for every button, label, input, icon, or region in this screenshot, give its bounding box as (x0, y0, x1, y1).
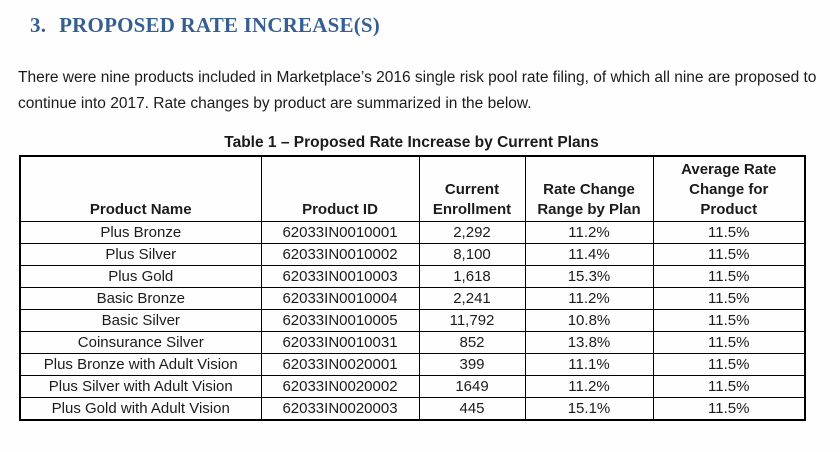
table-row: Plus Gold with Adult Vision 62033IN002000… (19, 397, 806, 421)
table-cell: 10.8% (524, 309, 654, 332)
table-cell: Plus Gold with Adult Vision (19, 397, 262, 421)
intro-paragraph: There were nine products included in Mar… (18, 69, 817, 112)
table-cell: Plus Bronze (19, 221, 262, 244)
rate-increase-table: Product Name Product ID Current Enrollment… (19, 155, 806, 421)
table-cell: 11.5% (652, 375, 806, 398)
table-cell: 62033IN0020001 (260, 353, 420, 376)
table-cell: 11.2% (524, 287, 654, 310)
table-cell: 852 (418, 331, 526, 354)
table-cell: Plus Silver with Adult Vision (19, 375, 262, 398)
column-header-3: Rate Change Range by Plan (524, 155, 654, 222)
table-row: Basic Bronze 62033IN0010004 2,241 11.2% 11.5… (19, 287, 806, 310)
table-cell: 62033IN0010031 (260, 331, 420, 354)
table-cell: Plus Silver (19, 243, 262, 266)
table-cell: 15.1% (524, 397, 654, 421)
table-cell: 13.8% (524, 331, 654, 354)
table-cell: 399 (418, 353, 526, 376)
section-number: 3. (30, 13, 47, 37)
table-row: Plus Silver 62033IN0010002 8,100 11.4% 11.5% (19, 243, 806, 266)
table-cell: 11.4% (524, 243, 654, 266)
column-header-2: Current Enrollment (418, 155, 526, 222)
table-row: Plus Bronze 62033IN0010001 2,292 11.2% 11.5% (19, 221, 806, 244)
column-header-0: Product Name (19, 155, 262, 222)
table-cell: 1649 (418, 375, 526, 398)
table-cell: 11.2% (524, 221, 654, 244)
table-cell: Coinsurance Silver (19, 331, 262, 354)
table-cell: Basic Bronze (19, 287, 262, 310)
table-cell: 62033IN0020002 (260, 375, 420, 398)
table-caption: Table 1 – Proposed Rate Increase by Curr… (224, 134, 599, 151)
column-header-4: Average Rate Change for Product (652, 155, 806, 222)
table-cell: 62033IN0010005 (260, 309, 420, 332)
section-title: PROPOSED RATE INCREASE(S) (59, 13, 380, 37)
table-cell: 62033IN0020003 (260, 397, 420, 421)
table-cell: 11.1% (524, 353, 654, 376)
table-cell: 62033IN0010002 (260, 243, 420, 266)
table-row: Plus Gold 62033IN0010003 1,618 15.3% 11.5% (19, 265, 806, 288)
table-cell: Plus Bronze with Adult Vision (19, 353, 262, 376)
table-cell: 11.5% (652, 243, 806, 266)
table-cell: 1,618 (418, 265, 526, 288)
table-cell: 11.5% (652, 221, 806, 244)
table-cell: 8,100 (418, 243, 526, 266)
table-cell: Basic Silver (19, 309, 262, 332)
table-body: Plus Bronze 62033IN0010001 2,292 11.2% 11.5%… (19, 221, 806, 421)
table-row: Plus Silver with Adult Vision 62033IN0020… (19, 375, 806, 398)
table-row: Coinsurance Silver 62033IN0010031 852 13.8%… (19, 331, 806, 354)
table-cell: 11.5% (652, 309, 806, 332)
table-cell: 62033IN0010004 (260, 287, 420, 310)
header-row: Product Name Product ID Current Enrollment… (19, 155, 806, 222)
table-cell: 15.3% (524, 265, 654, 288)
table-row: Basic Silver 62033IN0010005 11,792 10.8% 11.… (19, 309, 806, 332)
table-row: Plus Bronze with Adult Vision 62033IN0020… (19, 353, 806, 376)
table-cell: 62033IN0010003 (260, 265, 420, 288)
column-header-1: Product ID (260, 155, 420, 222)
table-cell: 62033IN0010001 (260, 221, 420, 244)
table-cell: 11.2% (524, 375, 654, 398)
rate-table-section: Table 1 – Proposed Rate Increase by Curr… (19, 134, 806, 421)
table-cell: 2,292 (418, 221, 526, 244)
table-cell: 11.5% (652, 353, 806, 376)
table-cell: 11.5% (652, 331, 806, 354)
table-cell: 11.5% (652, 397, 806, 421)
table-cell: 2,241 (418, 287, 526, 310)
table-cell: 11,792 (418, 309, 526, 332)
table-cell: 445 (418, 397, 526, 421)
section-heading: 3. PROPOSED RATE INCREASE(S) (30, 13, 840, 38)
table-cell: 11.5% (652, 265, 806, 288)
table-cell: Plus Gold (19, 265, 262, 288)
table-cell: 11.5% (652, 287, 806, 310)
